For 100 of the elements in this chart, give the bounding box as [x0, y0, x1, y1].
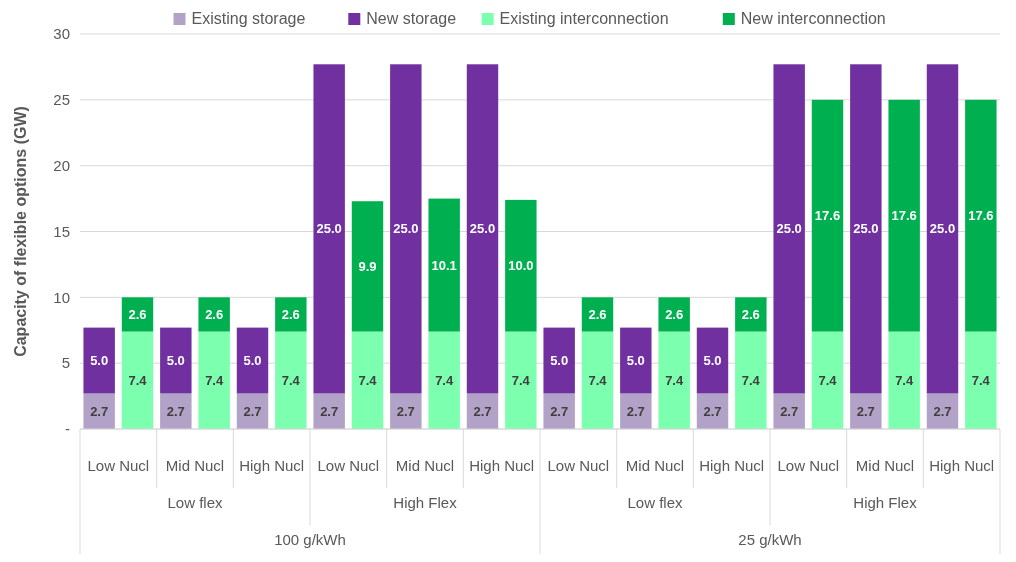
bar	[83, 327, 115, 394]
bar	[926, 64, 959, 394]
bar	[313, 393, 345, 429]
data-label: 17.6	[814, 208, 841, 224]
bar	[888, 99, 920, 332]
text: Low flex	[167, 494, 224, 511]
data-label: 2.7	[243, 403, 262, 419]
bar	[850, 64, 882, 394]
y-tick-label: 15	[53, 222, 70, 240]
bar	[160, 327, 192, 394]
y-tick-label: 5	[61, 354, 70, 372]
bar	[428, 331, 460, 429]
legend-label: Existing interconnection	[499, 10, 669, 27]
data-label: 2.6	[281, 307, 300, 322]
data-label: 2.7	[396, 403, 415, 419]
data-label: 7.4	[895, 372, 914, 388]
data-label: 7.4	[205, 372, 224, 388]
bar	[581, 297, 614, 332]
data-label: 7.4	[281, 372, 301, 388]
bar	[811, 331, 844, 429]
bar	[543, 327, 575, 394]
data-label: 2.7	[166, 403, 185, 419]
y-axis-title: Capacity of flexible options (GW)	[12, 106, 29, 357]
data-label: 10.1	[431, 257, 457, 273]
legend-label: New interconnection	[740, 10, 886, 27]
x-tick-label: Mid Nucl	[625, 457, 685, 474]
legend-label: New storage	[366, 10, 457, 27]
x-tick-label: Mid Nucl	[165, 457, 225, 474]
bar	[351, 331, 384, 429]
data-label: 2.7	[550, 403, 569, 419]
bar	[581, 331, 614, 429]
data-label: 5.0	[550, 353, 569, 369]
data-label: 7.4	[971, 372, 991, 388]
x-tick-label: High Nucl	[469, 457, 535, 474]
x-tick-label: Low Nucl	[777, 457, 840, 474]
data-label: 25.0	[853, 221, 879, 237]
data-label: 2.7	[703, 403, 722, 419]
data-label: 7.4	[741, 372, 761, 388]
data-label: 17.6	[891, 208, 917, 224]
data-label: 7.4	[665, 372, 684, 388]
bar	[620, 327, 652, 394]
bar	[160, 393, 192, 429]
text: High Flex	[853, 494, 918, 511]
bar	[236, 327, 269, 394]
data-label: 7.4	[588, 372, 608, 388]
bar	[198, 331, 230, 429]
data-label: 2.6	[205, 307, 224, 322]
data-label: 7.4	[818, 372, 838, 388]
x-tick-label: Mid Nucl	[855, 457, 915, 474]
x-tick-label: Low Nucl	[317, 457, 380, 474]
x-tick-label: High Nucl	[239, 457, 305, 474]
bar	[773, 393, 805, 429]
bar	[275, 297, 307, 332]
bar	[735, 297, 767, 332]
x-tick-label: High Nucl	[699, 457, 765, 474]
text: 25 g/kWh	[738, 531, 802, 548]
x-tick-label: Low Nucl	[87, 457, 150, 474]
bar	[850, 393, 882, 429]
data-label: 5.0	[626, 353, 645, 369]
y-tick-label: 20	[53, 156, 70, 174]
x-tick-label: Low Nucl	[547, 457, 610, 474]
data-label: 7.4	[128, 372, 148, 388]
bar	[811, 99, 844, 332]
bar	[505, 331, 537, 429]
y-tick-label: 30	[53, 25, 70, 43]
data-label: 5.0	[90, 353, 109, 369]
bar	[658, 331, 690, 429]
data-label: 2.7	[90, 403, 109, 419]
data-label: 2.6	[665, 307, 684, 322]
text: 100 g/kWh	[274, 531, 346, 548]
bar	[83, 393, 115, 429]
y-tick-label: 25	[53, 91, 70, 109]
text: High Flex	[393, 494, 458, 511]
bar	[620, 393, 652, 429]
text: Low flex	[627, 494, 684, 511]
y-tick-label: -	[65, 420, 70, 438]
bar	[313, 64, 345, 394]
data-label: 2.7	[933, 403, 952, 419]
bar	[198, 297, 230, 332]
bar	[965, 331, 997, 429]
bar	[505, 199, 537, 332]
bar	[121, 331, 154, 429]
x-tick-label: High Nucl	[929, 457, 995, 474]
data-label: 2.7	[626, 403, 645, 419]
bar	[888, 331, 920, 429]
data-label: 5.0	[166, 353, 185, 369]
data-label: 2.7	[780, 403, 799, 419]
bar	[351, 201, 384, 332]
bar	[965, 99, 997, 332]
data-label: 9.9	[358, 258, 377, 274]
data-label: 25.0	[469, 221, 496, 237]
data-label: 2.6	[588, 307, 607, 322]
data-label: 25.0	[929, 221, 956, 237]
data-label: 25.0	[776, 221, 802, 237]
y-tick-label: 10	[53, 288, 70, 306]
bar	[390, 393, 422, 429]
data-label: 2.7	[473, 403, 492, 419]
bar	[390, 64, 422, 394]
bar	[773, 64, 805, 394]
legend-label: Existing storage	[191, 10, 306, 27]
